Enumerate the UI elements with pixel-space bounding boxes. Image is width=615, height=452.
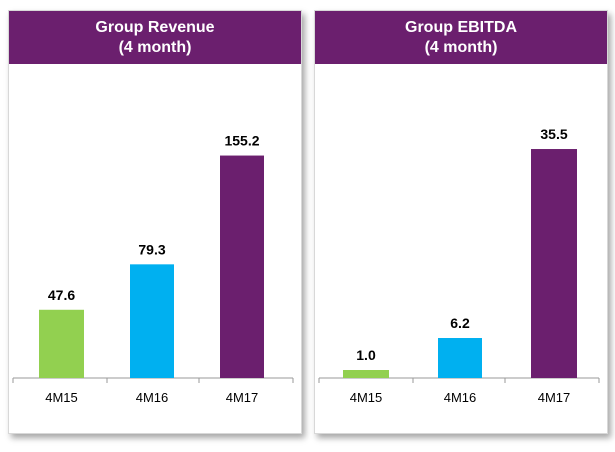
- revenue-chart-subtitle: (4 month): [118, 38, 192, 56]
- revenue-bar-chart: 47.6 4M15 79.3 4M16 155.2 4M17: [12, 133, 294, 405]
- ebitda-category-label-4m17: 4M17: [538, 390, 571, 405]
- revenue-category-label-4m15: 4M15: [45, 390, 78, 405]
- revenue-category-label-4m17: 4M17: [226, 390, 259, 405]
- ebitda-chart-header: Group EBITDA (4 month): [315, 11, 607, 64]
- ebitda-bar-4m17: [531, 149, 577, 378]
- revenue-category-label-4m16: 4M16: [136, 390, 169, 405]
- ebitda-value-label-4m16: 6.2: [450, 315, 470, 331]
- ebitda-chart-title: Group EBITDA: [405, 18, 517, 36]
- ebitda-chart-subtitle: (4 month): [424, 38, 498, 56]
- ebitda-value-label-4m15: 1.0: [356, 347, 376, 363]
- ebitda-chart-panel: Group EBITDA (4 month) 1.0 4M15 6.2 4M16 35.…: [314, 10, 608, 434]
- revenue-value-label-4m15: 47.6: [48, 287, 75, 303]
- ebitda-bar-4m15: [343, 370, 389, 378]
- revenue-chart-header: Group Revenue (4 month): [9, 11, 301, 64]
- revenue-bar-4m17: [220, 155, 264, 378]
- revenue-value-label-4m17: 155.2: [224, 133, 259, 149]
- revenue-bar-4m16: [130, 264, 174, 378]
- revenue-bar-4m15: [39, 309, 84, 378]
- ebitda-bar-4m16: [438, 338, 482, 378]
- revenue-chart-panel: Group Revenue (4 month) 47.6 4M15 79.3 4M16…: [8, 10, 302, 434]
- revenue-chart-title: Group Revenue: [95, 18, 215, 36]
- ebitda-bar-chart: 1.0 4M15 6.2 4M16 35.5 4M17: [318, 126, 600, 405]
- ebitda-category-label-4m16: 4M16: [444, 390, 477, 405]
- ebitda-category-label-4m15: 4M15: [350, 390, 383, 405]
- ebitda-value-label-4m17: 35.5: [540, 126, 567, 142]
- revenue-value-label-4m16: 79.3: [138, 241, 165, 257]
